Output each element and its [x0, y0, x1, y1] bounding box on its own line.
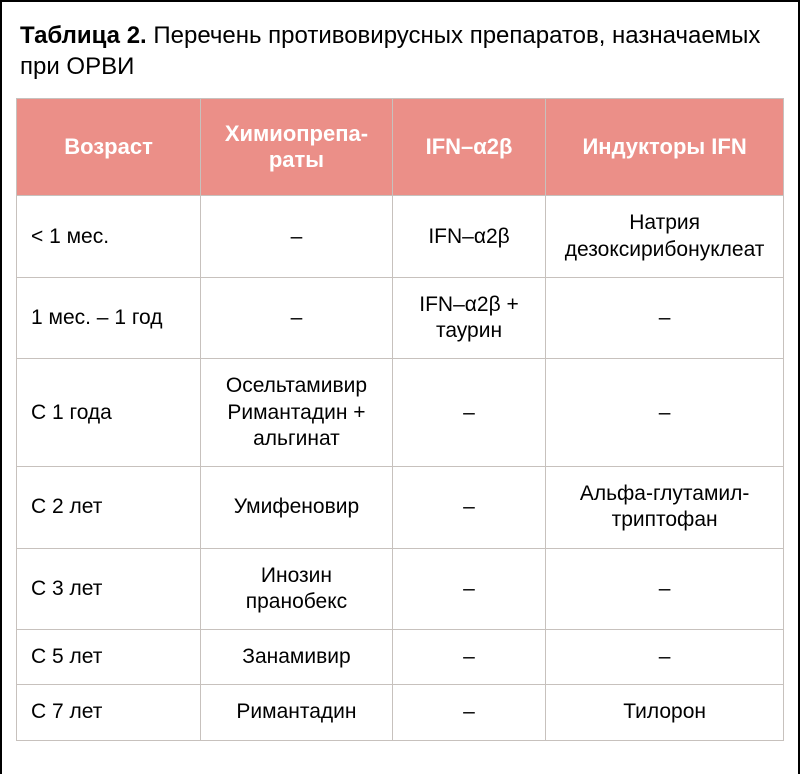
cell-age: С 5 лет [17, 630, 201, 685]
cell-ifn: – [392, 467, 545, 549]
col-chemo: Химиопрепа­раты [201, 99, 393, 196]
cell-inductors: – [546, 359, 784, 467]
table-row: С 1 года Осельтамивир Римантадин + альги… [17, 359, 784, 467]
cell-age: С 3 лет [17, 548, 201, 630]
table-row: 1 мес. – 1 год – IFN–α2β + таурин – [17, 277, 784, 359]
cell-inductors: Тилорон [546, 685, 784, 740]
cell-inductors: – [546, 277, 784, 359]
col-ifn: IFN–α2β [392, 99, 545, 196]
table-caption: Таблица 2. Перечень противовирусных преп… [20, 20, 780, 82]
cell-age: С 7 лет [17, 685, 201, 740]
table-row: < 1 мес. – IFN–α2β Натрия дезоксирибонук… [17, 196, 784, 278]
cell-ifn: IFN–α2β + таурин [392, 277, 545, 359]
col-age: Возраст [17, 99, 201, 196]
cell-inductors: Альфа-глутамил-триптофан [546, 467, 784, 549]
col-inductors: Индукторы IFN [546, 99, 784, 196]
document-frame: Таблица 2. Перечень противовирусных преп… [0, 0, 800, 774]
cell-ifn: – [392, 630, 545, 685]
caption-label: Таблица 2. [20, 22, 147, 49]
table-row: С 7 лет Римантадин – Тилорон [17, 685, 784, 740]
cell-ifn: – [392, 685, 545, 740]
cell-inductors: Натрия дезоксирибонуклеат [546, 196, 784, 278]
table-row: С 5 лет Занамивир – – [17, 630, 784, 685]
cell-chemo: Осельтамивир Римантадин + альгинат [201, 359, 393, 467]
cell-chemo: – [201, 277, 393, 359]
cell-chemo: – [201, 196, 393, 278]
cell-age: < 1 мес. [17, 196, 201, 278]
table-row: С 3 лет Инозин пранобекс – – [17, 548, 784, 630]
cell-age: 1 мес. – 1 год [17, 277, 201, 359]
cell-chemo: Инозин пранобекс [201, 548, 393, 630]
cell-chemo: Римантадин [201, 685, 393, 740]
cell-ifn: – [392, 548, 545, 630]
table-header-row: Возраст Химиопрепа­раты IFN–α2β Индуктор… [17, 99, 784, 196]
antiviral-table: Возраст Химиопрепа­раты IFN–α2β Индуктор… [16, 98, 784, 740]
cell-age: С 2 лет [17, 467, 201, 549]
cell-inductors: – [546, 548, 784, 630]
table-row: С 2 лет Умифеновир – Альфа-глутамил-трип… [17, 467, 784, 549]
cell-inductors: – [546, 630, 784, 685]
cell-ifn: IFN–α2β [392, 196, 545, 278]
cell-chemo: Умифеновир [201, 467, 393, 549]
cell-age: С 1 года [17, 359, 201, 467]
cell-chemo: Занамивир [201, 630, 393, 685]
cell-ifn: – [392, 359, 545, 467]
